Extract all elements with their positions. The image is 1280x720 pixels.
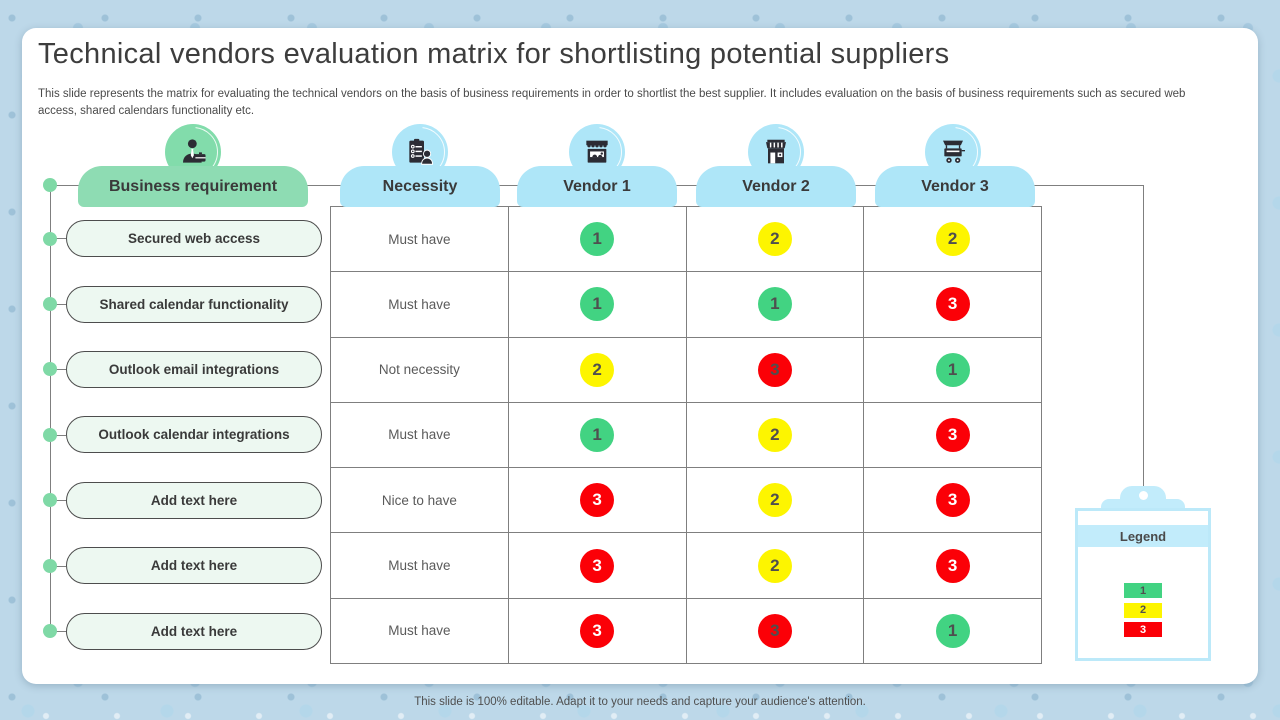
score-cell: 3 [686,337,865,403]
necessity-cell: Must have [331,533,509,599]
column-header-vendor-3: Vendor 3 [875,166,1035,207]
requirement-pill: Shared calendar functionality [66,286,322,323]
requirement-pill: Add text here [66,613,322,650]
connector-dot [43,559,57,573]
vendor2-score-badge: 3 [757,613,792,648]
stub-line [50,631,66,632]
legend-item-1: 1 [1124,583,1162,598]
legend-clip-hole [1138,491,1148,500]
stub-line [50,238,66,239]
score-cell: 2 [686,468,865,534]
vendor3-score-badge: 3 [935,287,970,322]
vendor3-score-badge: 1 [935,352,970,387]
score-cell: 1 [864,598,1042,664]
vendor2-score-badge: 1 [757,287,792,322]
requirement-pill: Outlook email integrations [66,351,322,388]
vendor2-score-badge: 2 [757,222,792,257]
requirement-pill: Secured web access [66,220,322,257]
score-cell: 1 [508,272,687,338]
legend-items: 1 2 3 [1078,583,1208,637]
legend-clip-icon [1120,486,1166,506]
stub-line [50,435,66,436]
column-header-vendor-2: Vendor 2 [696,166,856,207]
connector-dot [43,493,57,507]
score-cell: 3 [508,533,687,599]
score-cell: 1 [508,207,687,273]
requirement-pill: Add text here [66,547,322,584]
vendor1-score-badge: 1 [580,417,615,452]
stub-line [50,369,66,370]
score-cell: 3 [508,468,687,534]
legend-title: Legend [1078,525,1208,547]
necessity-cell: Must have [331,402,509,469]
column-header-vendor-1: Vendor 1 [517,166,677,207]
vendor3-score-badge: 3 [935,483,970,518]
slide-footer-note: This slide is 100% editable. Adapt it to… [414,696,866,708]
connector-dot [43,362,57,376]
vendor1-score-badge: 1 [580,222,615,257]
connector-dot [43,624,57,638]
connector-dot [43,178,57,192]
legend-panel: Legend 1 2 3 [1075,508,1211,661]
column-header-necessity: Necessity [340,166,500,207]
legend-item-2: 2 [1124,602,1162,618]
score-cell: 2 [686,207,865,273]
necessity-cell: Not necessity [331,337,509,403]
vendor2-score-badge: 3 [757,352,792,387]
requirement-pill: Add text here [66,482,322,519]
score-cell: 2 [508,337,687,403]
column-header-business-requirement: Business requirement [78,166,308,207]
vendor1-score-badge: 3 [580,483,615,518]
score-cell: 3 [686,598,865,664]
legend-item-3: 3 [1124,622,1162,637]
score-cell: 1 [686,272,865,338]
left-connector-line [50,185,51,632]
vendor1-score-badge: 1 [580,287,615,322]
stub-line [50,500,66,501]
stub-line [50,566,66,567]
connector-dot [43,297,57,311]
necessity-cell: Must have [331,207,509,273]
stub-line [50,304,66,305]
necessity-cell: Must have [331,272,509,338]
score-cell: 1 [864,337,1042,403]
vendor3-score-badge: 1 [935,613,970,648]
score-cell: 3 [864,468,1042,534]
necessity-cell: Must have [331,598,509,664]
connector-dot [43,232,57,246]
connector-dot [43,428,57,442]
vendor2-score-badge: 2 [757,548,792,583]
score-cell: 3 [864,533,1042,599]
vendor3-score-badge: 3 [935,417,970,452]
vendor1-score-badge: 3 [580,548,615,583]
vendor2-score-badge: 2 [757,417,792,452]
score-cell: 2 [686,533,865,599]
vendor3-score-badge: 2 [935,222,970,257]
legend-connector-line [1143,185,1144,489]
score-cell: 2 [686,402,865,469]
score-cell: 3 [864,402,1042,469]
vendor2-score-badge: 2 [757,483,792,518]
vendor1-score-badge: 2 [580,352,615,387]
score-cell: 2 [864,207,1042,273]
score-cell: 3 [508,598,687,664]
score-cell: 1 [508,402,687,469]
slide-description: This slide represents the matrix for eva… [38,88,1186,118]
score-cell: 3 [864,272,1042,338]
vendor3-score-badge: 3 [935,548,970,583]
page-title: Technical vendors evaluation matrix for … [38,38,950,70]
requirement-pill: Outlook calendar integrations [66,416,322,453]
necessity-cell: Nice to have [331,468,509,534]
vendor1-score-badge: 3 [580,613,615,648]
evaluation-matrix-table: Must have 1 2 2 Must have 1 1 3 Not nece… [330,206,1042,664]
